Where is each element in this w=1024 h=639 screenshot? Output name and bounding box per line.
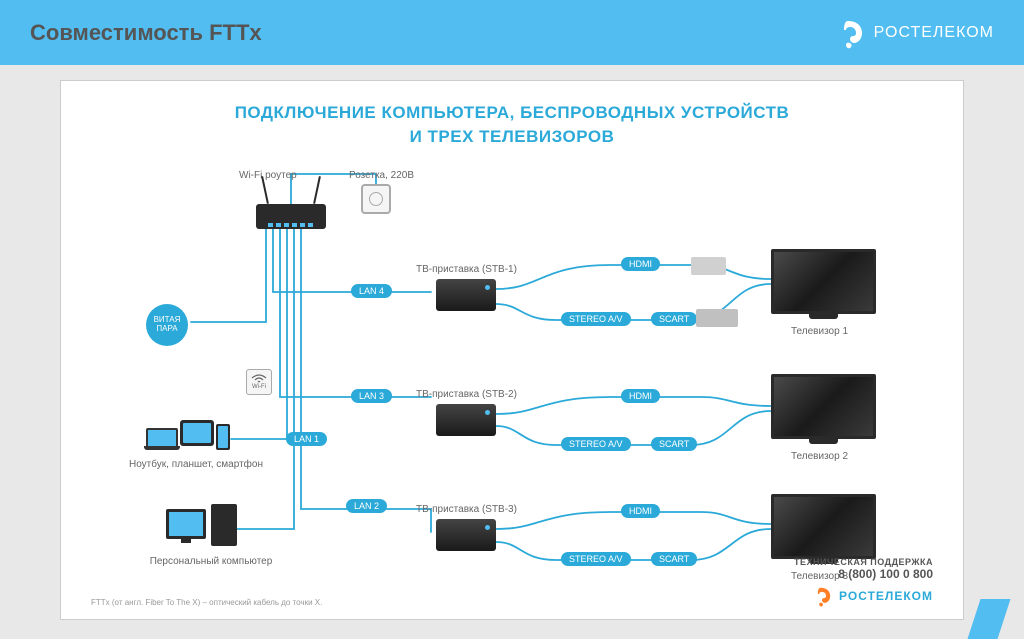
footer-logo-text: РОСТЕЛЕКОМ <box>839 589 933 603</box>
fttx-footnote: FTTx (от англ. Fiber To The X) – оптичес… <box>91 598 322 607</box>
wifi-badge-icon: Wi-Fi <box>246 369 272 395</box>
laptop-icon <box>146 428 178 448</box>
router-label: Wi-Fi роутер <box>239 170 297 181</box>
hdmi1-connector-icon <box>691 257 726 275</box>
diagram-title-line1: ПОДКЛЮЧЕНИЕ КОМПЬЮТЕРА, БЕСПРОВОДНЫХ УСТ… <box>235 103 790 122</box>
tv1-label: Телевизор 1 <box>791 326 848 337</box>
diagram-title: ПОДКЛЮЧЕНИЕ КОМПЬЮТЕРА, БЕСПРОВОДНЫХ УСТ… <box>91 101 933 149</box>
scart2-pill: SCART <box>651 437 697 451</box>
stereo2-pill: STEREO A/V <box>561 437 631 451</box>
stb2-icon <box>436 404 496 436</box>
mobile-devices-label: Ноутбук, планшет, смартфон <box>126 459 266 470</box>
diagram-area: Wi-Fi роутер Розетка, 220В ВИТАЯ ПАРА Wi… <box>91 164 933 584</box>
stb3-label: ТВ-приставка (STB-3) <box>416 504 517 515</box>
rostelecom-ear-icon <box>840 17 866 49</box>
header-logo: РОСТЕЛЕКОМ <box>840 17 994 49</box>
diagram-title-line2: И ТРЕХ ТЕЛЕВИЗОРОВ <box>410 127 615 146</box>
tv2-icon <box>771 374 876 439</box>
stb1-icon <box>436 279 496 311</box>
support-phone: 8 (800) 100 0 800 <box>794 567 933 581</box>
slide-body: ПОДКЛЮЧЕНИЕ КОМПЬЮТЕРА, БЕСПРОВОДНЫХ УСТ… <box>60 80 964 620</box>
pc-label: Персональный компьютер <box>146 556 276 567</box>
lan3-pill: LAN 3 <box>351 389 392 403</box>
stb1-label: ТВ-приставка (STB-1) <box>416 264 517 275</box>
hdmi3-pill: HDMI <box>621 504 660 518</box>
stereo1-pill: STEREO A/V <box>561 312 631 326</box>
scart1-connector-icon <box>696 309 738 327</box>
tv3-icon <box>771 494 876 559</box>
corner-accent <box>968 599 1011 639</box>
tv2-label: Телевизор 2 <box>791 451 848 462</box>
footer-right: ТЕХНИЧЕСКАЯ ПОДДЕРЖКА 8 (800) 100 0 800 … <box>794 557 933 607</box>
stereo3-pill: STEREO A/V <box>561 552 631 566</box>
hdmi2-pill: HDMI <box>621 389 660 403</box>
lan2-pill: LAN 2 <box>346 499 387 513</box>
support-label: ТЕХНИЧЕСКАЯ ПОДДЕРЖКА <box>794 557 933 567</box>
stb2-label: ТВ-приставка (STB-2) <box>416 389 517 400</box>
page-title: Совместимость FTTx <box>30 20 262 46</box>
hdmi1-pill: HDMI <box>621 257 660 271</box>
router-icon <box>256 204 326 229</box>
pc-monitor-icon <box>166 509 206 539</box>
stb3-icon <box>436 519 496 551</box>
rostelecom-ear-icon-small <box>815 585 833 607</box>
twisted-pair-badge: ВИТАЯ ПАРА <box>146 304 188 346</box>
pc-tower-icon <box>211 504 237 546</box>
wifi-badge-text: Wi-Fi <box>252 384 266 390</box>
header-bar: Совместимость FTTx РОСТЕЛЕКОМ <box>0 0 1024 65</box>
scart1-pill: SCART <box>651 312 697 326</box>
phone-icon <box>216 424 230 450</box>
socket-icon <box>361 184 391 214</box>
lan4-pill: LAN 4 <box>351 284 392 298</box>
header-logo-text: РОСТЕЛЕКОМ <box>874 24 994 42</box>
tablet-icon <box>180 420 214 446</box>
lan1-pill: LAN 1 <box>286 432 327 446</box>
footer-logo: РОСТЕЛЕКОМ <box>794 585 933 607</box>
scart3-pill: SCART <box>651 552 697 566</box>
socket-label: Розетка, 220В <box>349 170 414 181</box>
tv1-icon <box>771 249 876 314</box>
